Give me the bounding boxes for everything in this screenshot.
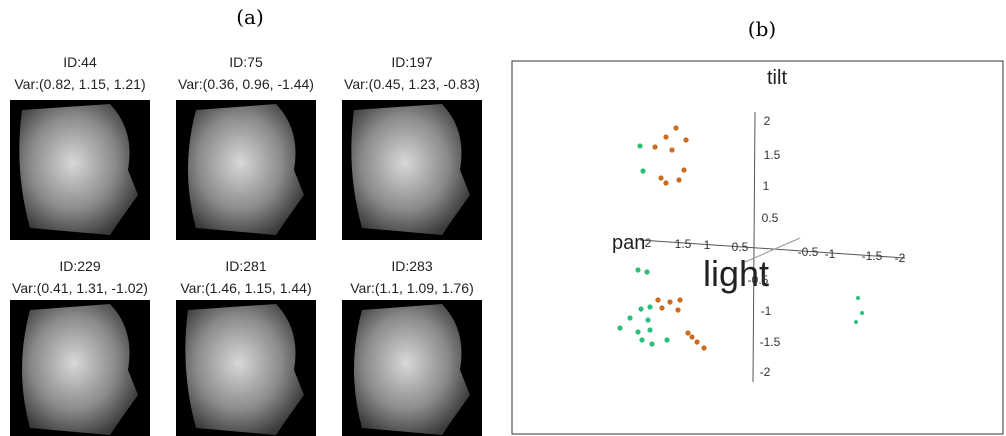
tilt-tick-label: 0.5	[762, 211, 779, 225]
pan-tick-label: -1	[825, 247, 836, 261]
pan-tick-label: -1.5	[862, 249, 883, 263]
face-var: Var:(0.82, 1.15, 1.21)	[14, 76, 145, 92]
pan-tick-label: 0.5	[732, 240, 749, 254]
face-image	[351, 104, 470, 235]
pan-tick-label: -0.5	[798, 245, 819, 259]
tilt-tick-label: 2	[764, 114, 771, 128]
tilt-tick-label: -2	[760, 365, 771, 379]
face-var: Var:(1.1, 1.09, 1.76)	[350, 280, 473, 296]
face-id: ID:281	[225, 258, 266, 274]
face-image	[185, 304, 304, 435]
tilt-tick-label: 1	[763, 179, 770, 193]
face-var: Var:(0.41, 1.31, -1.02)	[12, 280, 148, 296]
face-id: ID:197	[391, 54, 432, 70]
face-var: Var:(0.36, 0.96, -1.44)	[178, 76, 314, 92]
face-id: ID:229	[59, 258, 100, 274]
axis-label: pan	[612, 232, 645, 254]
pan-tick-label: 1.5	[675, 237, 692, 251]
face-image	[22, 304, 138, 435]
tilt-tick-label: -1.5	[760, 335, 781, 349]
face-id: ID:75	[229, 54, 263, 70]
face-image	[354, 304, 470, 435]
face-id: ID:283	[391, 258, 432, 274]
face-image	[188, 104, 304, 235]
face-image	[19, 104, 138, 235]
tilt-tick-label: 1.5	[764, 148, 781, 162]
tilt-tick-label: -1	[761, 304, 772, 318]
pan-tick-label: -2	[895, 251, 906, 265]
pan-tick-label: 1	[704, 238, 711, 252]
face-var: Var:(1.46, 1.15, 1.44)	[180, 280, 311, 296]
panel-label: (a)	[236, 5, 264, 29]
figure: (a) (b) ID:44 Var:(0.82, 1.15, 1.21) ID:75…	[0, 0, 1006, 436]
panel-label: (b)	[748, 17, 776, 41]
face-grid: ID:44 Var:(0.82, 1.15, 1.21) ID:75 Var:(0.3…	[10, 54, 482, 436]
pan-tick-label: 2	[645, 236, 652, 250]
tilt-tick-label: -0.5	[748, 273, 769, 287]
face-id: ID:44	[63, 54, 97, 70]
axis-label: tilt	[767, 67, 787, 89]
face-var: Var:(0.45, 1.23, -0.83)	[344, 76, 480, 92]
